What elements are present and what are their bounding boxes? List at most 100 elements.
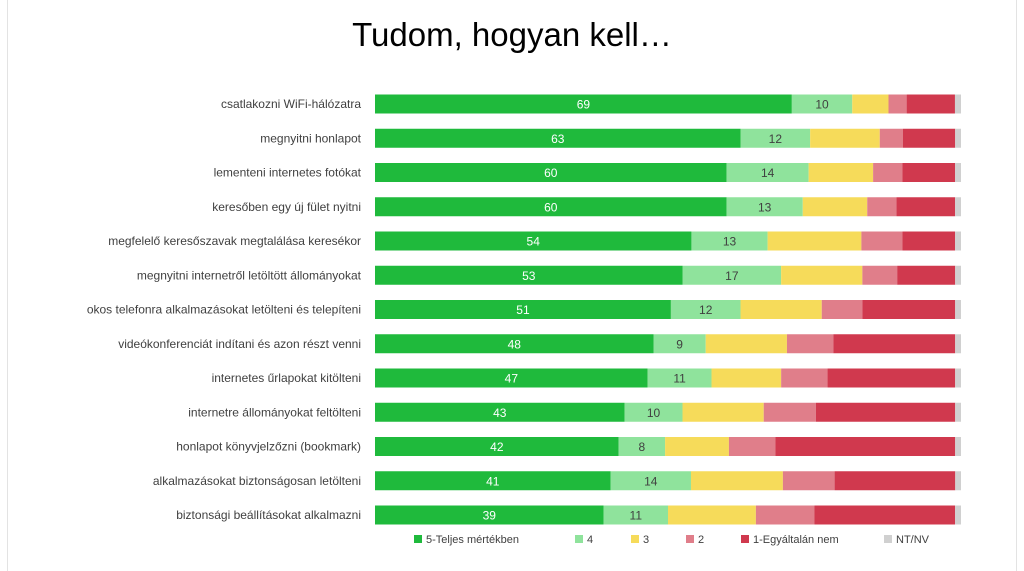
- bar-segment: [833, 334, 956, 354]
- data-label: 8: [639, 440, 646, 454]
- bar-segment: [375, 231, 692, 251]
- bar-segment: [955, 197, 961, 217]
- bar-segment: [852, 94, 889, 114]
- data-label: 39: [483, 509, 497, 523]
- category-label: megnyitni honlapot: [260, 131, 361, 145]
- bar-segment: [375, 300, 671, 319]
- data-label: 11: [630, 509, 643, 523]
- category-label: csatlakozni WiFi-hálózatra: [221, 97, 361, 111]
- category-label: alkalmazásokat biztonságosan letölteni: [153, 474, 361, 488]
- category-label: lementeni internetes fotókat: [214, 166, 362, 180]
- data-label: 53: [522, 269, 536, 283]
- legend-label: 5-Teljes mértékben: [426, 534, 519, 546]
- bar-segment: [802, 197, 868, 217]
- bar-segment: [740, 128, 811, 148]
- bar-segment: [618, 437, 666, 456]
- data-label: 14: [761, 166, 775, 180]
- bar-segment: [610, 471, 691, 491]
- bar-segment: [955, 163, 961, 182]
- bar-segment: [375, 197, 727, 217]
- data-label: 41: [486, 474, 500, 488]
- data-label: 51: [516, 303, 530, 317]
- legend-label: NT/NV: [896, 534, 930, 546]
- chart-title: Tudom, hogyan kell…: [352, 16, 672, 53]
- bar-segment: [603, 505, 668, 525]
- bar-segment: [862, 300, 956, 319]
- bar-segment: [810, 128, 880, 148]
- data-label: 48: [508, 337, 522, 351]
- bar-segment: [955, 471, 961, 491]
- data-label: 12: [699, 303, 713, 317]
- data-label: 11: [673, 372, 686, 386]
- legend-swatch: [686, 535, 694, 543]
- data-label: 14: [644, 474, 658, 488]
- bar-segment: [375, 334, 654, 354]
- bar-segment: [767, 231, 862, 251]
- legend-label: 4: [587, 534, 593, 546]
- bar-segment: [955, 231, 961, 251]
- bar-segment: [955, 265, 961, 285]
- bar-segment: [690, 471, 783, 491]
- bar-segment: [862, 265, 898, 285]
- bar-segment: [834, 471, 956, 491]
- data-label: 42: [490, 440, 504, 454]
- bar-segment: [815, 402, 956, 422]
- bar-segment: [954, 94, 961, 114]
- bar-segment: [653, 334, 706, 354]
- category-label: biztonsági beállításokat alkalmazni: [176, 508, 361, 522]
- bar-segment: [726, 163, 809, 182]
- legend-label: 3: [643, 534, 649, 546]
- bar-segment: [691, 231, 768, 251]
- bar-segment: [902, 163, 956, 182]
- bar-segment: [955, 437, 961, 456]
- bar-segment: [375, 471, 611, 491]
- bar-segment: [375, 94, 792, 114]
- data-label: 9: [676, 337, 683, 351]
- category-label: internetre állományokat feltölteni: [188, 405, 361, 419]
- bar-segment: [955, 300, 961, 319]
- bar-segment: [786, 334, 834, 354]
- bar-segment: [867, 197, 897, 217]
- bar-segment: [902, 128, 956, 148]
- category-label: megfelelő keresőszavak megtalálása keres…: [108, 234, 361, 248]
- category-label: internetes űrlapokat kitölteni: [212, 371, 361, 385]
- legend-swatch: [884, 535, 892, 543]
- category-label: megnyitni internetről letöltött állomány…: [137, 268, 362, 282]
- category-label: keresőben egy új fület nyitni: [212, 200, 361, 214]
- legend-swatch: [575, 535, 583, 543]
- category-label: okos telefonra alkalmazásokat letölteni …: [87, 303, 361, 317]
- bar-segment: [375, 505, 604, 525]
- bar-segment: [955, 128, 961, 148]
- bar-segment: [375, 128, 741, 148]
- data-label: 63: [551, 132, 565, 146]
- data-label: 43: [493, 406, 507, 420]
- bar-segment: [955, 505, 961, 525]
- data-label: 60: [544, 200, 558, 214]
- bar-segment: [705, 334, 787, 354]
- bar-segment: [906, 94, 955, 114]
- bar-segment: [902, 231, 956, 251]
- bar-segment: [873, 163, 903, 182]
- bar-segment: [827, 368, 956, 388]
- bar-segment: [375, 163, 727, 182]
- data-label: 13: [723, 235, 737, 249]
- bar-segment: [647, 368, 712, 388]
- bar-segment: [740, 300, 822, 319]
- bar-segment: [781, 265, 863, 285]
- bar-segment: [375, 265, 683, 285]
- data-label: 54: [527, 235, 541, 249]
- bar-segment: [821, 300, 863, 319]
- bar-segment: [955, 402, 961, 422]
- legend-swatch: [741, 535, 749, 543]
- bar-segment: [808, 163, 874, 182]
- bar-segment: [711, 368, 782, 388]
- data-label: 69: [577, 98, 591, 112]
- bar-segment: [955, 334, 961, 354]
- bar-segment: [861, 231, 903, 251]
- data-label: 47: [505, 372, 519, 386]
- bar-segment: [781, 368, 828, 388]
- bar-segment: [728, 437, 776, 456]
- bar-segment: [670, 300, 741, 319]
- bar-segment: [763, 402, 816, 422]
